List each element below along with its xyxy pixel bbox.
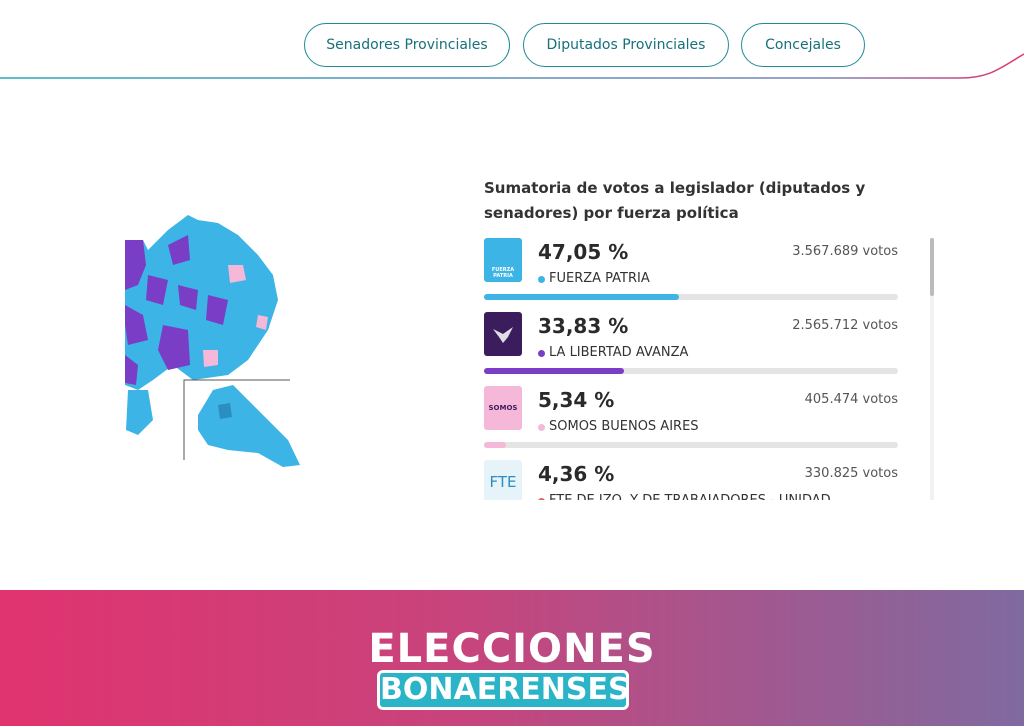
party-logo: SOMOS [484, 386, 522, 430]
party-name: FUERZA PATRIA [549, 271, 650, 286]
percent-bar [484, 368, 625, 374]
party-percent: 33,83 % [538, 314, 629, 338]
percent-bar [484, 442, 507, 448]
party-name: LA LIBERTAD AVANZA [549, 345, 689, 360]
party-list: FUERZA PATRIA 47,05 % 3.567.689 votos FUERZ… [484, 236, 904, 500]
party-item: FUERZA PATRIA 47,05 % 3.567.689 votos FUERZ… [484, 236, 904, 310]
results-panel: Sumatoria de votos a legislador (diputad… [484, 176, 904, 226]
scrollbar [930, 238, 934, 500]
scroll-thumb[interactable] [930, 238, 934, 296]
footer: ELECCIONES BONAERENSES [0, 590, 1024, 726]
nav: Senadores Provinciales Diputados Provinc… [0, 23, 1024, 67]
party-name: SOMOS BUENOS AIRES [549, 419, 699, 434]
party-votes: 3.567.689 votos [792, 244, 898, 259]
party-dot [538, 276, 545, 283]
party-dot [538, 350, 545, 357]
party-votes: 330.825 votos [804, 466, 898, 481]
party-percent: 4,36 % [538, 462, 615, 486]
party-dot [538, 424, 545, 431]
panel-title: Sumatoria de votos a legislador (diputad… [484, 179, 866, 222]
party-percent: 5,34 % [538, 388, 615, 412]
nav-button[interactable]: Diputados Provinciales [523, 23, 729, 67]
percent-bar [484, 294, 679, 300]
province-map [125, 215, 300, 467]
bar-track [484, 294, 898, 300]
party-logo: FUERZA PATRIA [484, 238, 522, 282]
party-percent: 47,05 % [538, 240, 629, 264]
brand-badge: BONAERENSES [377, 670, 630, 710]
party-logo [484, 312, 522, 356]
divider [0, 53, 1024, 79]
bar-track [484, 442, 898, 448]
nav-button[interactable]: Senadores Provinciales [304, 23, 510, 67]
party-item: 33,83 % 2.565.712 votos LA LIBERTAD AVANZA [484, 310, 904, 384]
bar-track [484, 368, 898, 374]
party-votes: 2.565.712 votos [792, 318, 898, 333]
party-item: SOMOS 5,34 % 405.474 votos SOMOS BUENOS AIR… [484, 384, 904, 458]
party-name: FTE DE IZQ. Y DE TRABAJADORES - UNIDAD [549, 493, 831, 500]
party-votes: 405.474 votos [804, 392, 898, 407]
nav-button[interactable]: Concejales [741, 23, 865, 67]
party-item: FTE 4,36 % 330.825 votos FTE DE IZQ. Y DE T… [484, 458, 904, 500]
party-dot [538, 498, 545, 500]
party-logo: FTE [484, 460, 522, 500]
brand-line: ELECCIONES [368, 626, 656, 672]
